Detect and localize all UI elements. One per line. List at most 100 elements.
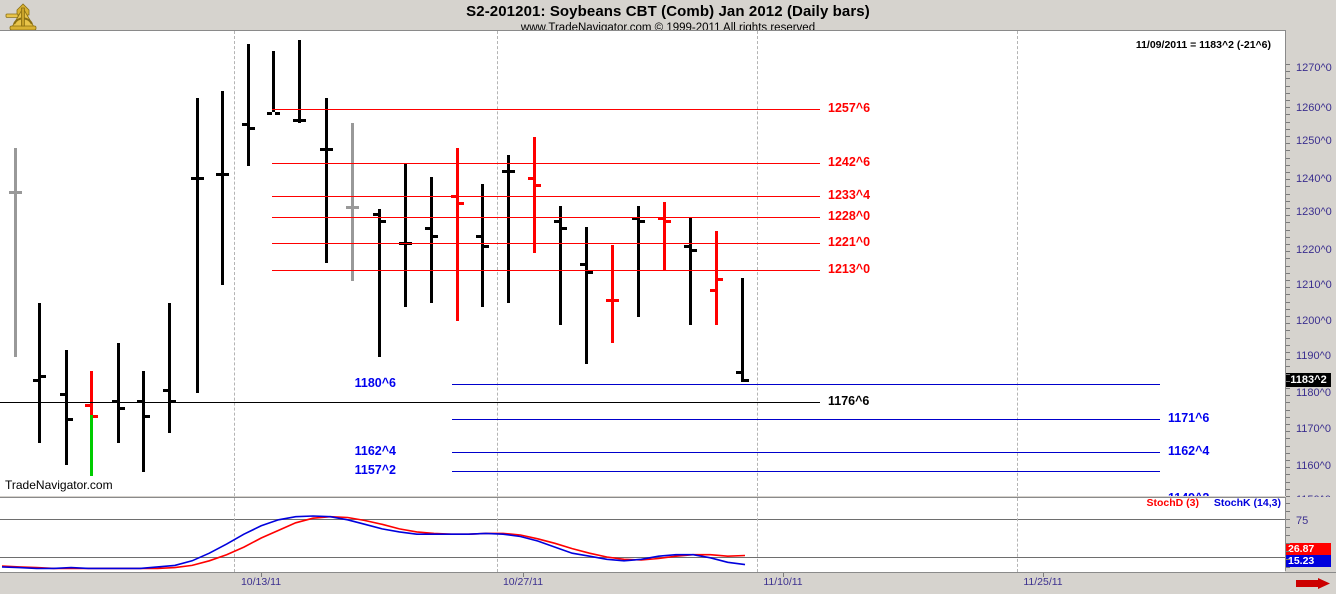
price-axis-tick — [1286, 381, 1290, 382]
ohlc-close-tick — [692, 248, 697, 252]
scroll-right-arrow-icon[interactable] — [1296, 578, 1330, 589]
ohlc-close-tick — [744, 378, 749, 382]
ohlc-close-tick — [666, 220, 671, 224]
ohlc-stem — [507, 155, 510, 303]
ohlc-stem — [298, 40, 301, 123]
stoch-k-line — [1, 515, 746, 570]
ohlc-close-tick — [381, 220, 386, 224]
ohlc-close-tick — [275, 112, 280, 116]
chart-header: S2-201201: Soybeans CBT (Comb) Jan 2012 … — [0, 0, 1336, 34]
ohlc-open-tick — [425, 227, 430, 231]
price-axis-tick — [1286, 194, 1290, 195]
price-axis-label: 1190^0 — [1296, 350, 1331, 362]
level-label: 1213^0 — [828, 262, 871, 276]
stoch-gridline — [1017, 498, 1018, 572]
ohlc-close-tick — [510, 169, 515, 173]
price-axis-tick — [1286, 208, 1290, 209]
price-axis-tick — [1286, 215, 1290, 216]
ohlc-close-tick — [145, 414, 150, 418]
ohlc-close-tick — [354, 205, 359, 209]
price-axis-tick — [1286, 323, 1290, 324]
date-axis-tick — [523, 573, 524, 577]
level-line-red[interactable] — [272, 196, 820, 197]
ohlc-open-tick — [293, 119, 298, 123]
ohlc-open-tick — [684, 245, 689, 249]
stoch-axis-tick — [1286, 543, 1290, 544]
price-axis-label: 1260^0 — [1296, 102, 1332, 114]
price-axis-tick — [1286, 172, 1290, 173]
page-title: S2-201201: Soybeans CBT (Comb) Jan 2012 … — [466, 3, 870, 20]
level-line-red[interactable] — [272, 270, 820, 271]
price-axis-tick — [1286, 237, 1290, 238]
ohlc-open-tick — [163, 389, 168, 393]
level-line-blue[interactable] — [452, 419, 1160, 420]
level-line-red[interactable] — [272, 109, 820, 110]
ohlc-open-tick — [85, 403, 90, 407]
level-label: 1233^4 — [828, 188, 871, 202]
ohlc-stem — [481, 184, 484, 307]
price-axis-tick — [1286, 366, 1290, 367]
ohlc-open-tick — [710, 288, 715, 292]
stoch-axis-tick — [1286, 527, 1290, 528]
level-label: 1242^6 — [828, 155, 871, 169]
stoch-gridline — [757, 498, 758, 572]
stoch-axis-tick — [1286, 551, 1290, 552]
price-axis-label: 1210^0 — [1296, 279, 1332, 291]
level-line-red[interactable] — [272, 243, 820, 244]
ohlc-close-tick — [68, 418, 73, 422]
watermark-label: TradeNavigator.com — [5, 478, 113, 492]
date-axis-label: 11/25/11 — [1023, 576, 1063, 588]
ohlc-close-tick — [433, 234, 438, 238]
ohlc-close-tick — [614, 299, 619, 303]
ohlc-open-tick — [242, 122, 247, 126]
ohlc-stem — [168, 303, 171, 433]
price-axis-tick — [1286, 352, 1290, 353]
price-axis-tick — [1286, 374, 1290, 375]
level-label: 1162^4 — [354, 444, 396, 458]
price-axis-tick — [1286, 417, 1290, 418]
ohlc-close-tick — [588, 270, 593, 274]
level-label: 1176^6 — [828, 394, 870, 408]
stoch-level-line — [0, 557, 1285, 558]
stochastic-pane[interactable]: StochD (3) StochK (14,3) — [0, 497, 1285, 572]
ohlc-stem — [430, 177, 433, 303]
price-axis-tick — [1286, 316, 1290, 317]
price-axis[interactable]: 1183^2 1270^0 1260^0 1250^0 1240^0 1230^0 122… — [1285, 30, 1336, 506]
level-line-blue[interactable] — [452, 452, 1160, 453]
level-label: 1257^6 — [828, 101, 871, 115]
price-axis-tick — [1286, 86, 1290, 87]
price-axis-tick — [1286, 129, 1290, 130]
ohlc-open-tick — [267, 112, 272, 116]
level-line-red[interactable] — [272, 217, 820, 218]
stoch-k-value-tag: 15.23 — [1286, 555, 1331, 567]
price-axis-tick — [1286, 78, 1290, 79]
price-axis-tick — [1286, 431, 1290, 432]
stochastic-axis[interactable]: 26.87 15.23 75 — [1285, 497, 1336, 571]
ohlc-stem — [637, 205, 640, 318]
price-axis-tick — [1286, 222, 1290, 223]
stoch-k-legend: StochK (14,3) — [1213, 497, 1281, 509]
price-axis-tick — [1286, 179, 1290, 180]
price-axis-tick — [1286, 438, 1290, 439]
price-axis-tick — [1286, 338, 1290, 339]
ohlc-stem — [611, 245, 614, 343]
ohlc-open-tick — [606, 299, 611, 303]
ohlc-open-tick — [216, 173, 221, 177]
level-line-black[interactable] — [0, 402, 820, 403]
level-label: 1149^2 — [1168, 491, 1209, 496]
date-axis[interactable]: 10/13/11 10/27/11 11/10/11 11/25/11 — [0, 572, 1336, 594]
ohlc-open-tick — [580, 263, 585, 267]
date-axis-label: 10/13/11 — [240, 576, 282, 588]
price-plot-area[interactable]: 1257^6 1242^6 1233^4 1228^0 1221^0 1213^0 1180… — [0, 31, 1285, 496]
ohlc-open-tick — [476, 234, 481, 238]
price-axis-tick — [1286, 165, 1290, 166]
price-axis-tick — [1286, 251, 1290, 252]
stoch-axis-tick — [1286, 559, 1290, 560]
level-line-blue[interactable] — [452, 384, 1160, 385]
level-line-blue[interactable] — [452, 471, 1160, 472]
price-chart-pane[interactable]: 1257^6 1242^6 1233^4 1228^0 1221^0 1213^0 1180… — [0, 30, 1285, 496]
ohlc-stem — [404, 162, 407, 307]
price-axis-label: 1250^0 — [1296, 135, 1332, 147]
level-line-red[interactable] — [272, 163, 820, 164]
date-axis-tick — [1043, 573, 1044, 577]
